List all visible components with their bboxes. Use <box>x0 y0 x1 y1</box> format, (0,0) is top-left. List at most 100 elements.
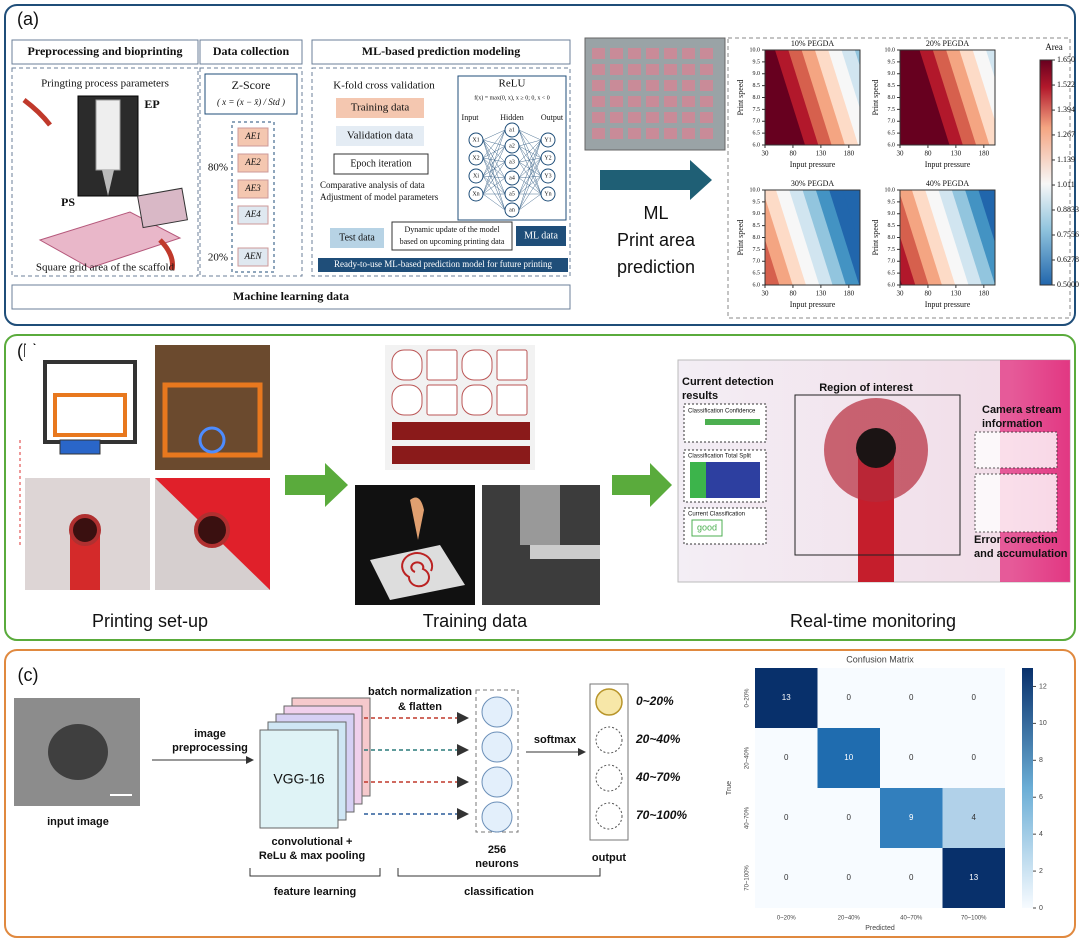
label: Test data <box>339 232 375 243</box>
output-frame <box>589 683 629 841</box>
section-frame <box>11 67 199 277</box>
nn-edge <box>482 129 506 159</box>
label: Camera stream <box>982 404 1062 416</box>
colorbar <box>1022 668 1033 908</box>
heatmap-cell <box>942 788 1005 848</box>
x-tick-label: 30 <box>897 290 905 298</box>
data-block <box>237 153 269 173</box>
output-node <box>595 688 623 716</box>
grid-square <box>682 96 695 107</box>
nozzle-render <box>520 485 560 545</box>
nn-edge <box>482 161 506 195</box>
x-tick-label: 20~40% <box>838 916 861 922</box>
nn-edge <box>518 175 542 211</box>
grid-square <box>682 64 695 75</box>
nn-node-label: a5 <box>509 191 515 197</box>
grid-square <box>628 128 641 139</box>
label: information <box>982 418 1043 430</box>
grid-square <box>700 96 713 107</box>
y-tick-label: 10.0 <box>885 187 896 193</box>
sample-tile <box>461 349 493 381</box>
cell-label: 4 <box>972 813 977 822</box>
label: VGG-16 <box>273 771 325 787</box>
plot-title: 40% PEGDA <box>926 179 970 188</box>
footer-box <box>11 284 571 310</box>
cell-label: 0 <box>909 873 914 882</box>
cell-label: 10 <box>844 753 853 762</box>
y-tick-label: 9.5 <box>888 59 896 65</box>
green-arrow <box>285 463 348 507</box>
colorbar-tick-label: 1.267 <box>1057 130 1075 139</box>
grid-square <box>628 80 641 91</box>
data-block <box>237 247 269 267</box>
colorbar-tick-label: 10 <box>1039 720 1047 727</box>
grid-square <box>700 64 713 75</box>
nn-node-label: a4 <box>509 175 515 181</box>
colorbar-tick-label: 0.7556 <box>1057 230 1079 239</box>
label: Pringting process parameters <box>41 78 169 90</box>
x-tick-label: 30 <box>897 150 905 158</box>
training-box <box>336 98 424 118</box>
sample-tile <box>391 349 423 381</box>
grid-square <box>664 112 677 123</box>
section-header-box <box>311 39 571 65</box>
validation-box <box>336 126 424 146</box>
cell-label: 0 <box>972 753 977 762</box>
heatmap-cell <box>942 668 1005 728</box>
colorbar-tick-label: 12 <box>1039 683 1047 690</box>
output-node <box>595 764 623 792</box>
split-bar <box>690 462 706 498</box>
label: Epoch iteration <box>350 158 411 169</box>
nn-edge <box>518 157 542 163</box>
y-tick-label: 8.0 <box>888 95 896 101</box>
nozzle-body <box>95 99 121 171</box>
label: output <box>592 852 627 864</box>
nn-edge <box>518 139 542 211</box>
label: softmax <box>534 734 577 746</box>
label: PS <box>61 195 75 209</box>
bracket <box>397 868 601 877</box>
nn-edge <box>518 129 542 159</box>
y-tick-label: 7.0 <box>753 119 761 125</box>
grid-square <box>592 128 605 139</box>
label: Output <box>541 113 564 122</box>
grid-square <box>646 80 659 91</box>
x-tick-label: 80 <box>924 290 932 298</box>
nozzle-tip <box>102 170 114 196</box>
label: Current Classification <box>688 512 745 518</box>
colorbar-tick-label: 1.139 <box>1057 155 1075 164</box>
nn-edge <box>518 145 542 195</box>
label: Validation data <box>347 130 413 142</box>
nn-edge <box>482 145 506 177</box>
label: and accumulation <box>974 548 1068 560</box>
y-axis-title: Print speed <box>736 220 745 256</box>
label: neurons <box>475 858 518 870</box>
contour-band <box>900 236 916 285</box>
render-plate <box>370 545 465 600</box>
nn-edge <box>518 161 542 177</box>
label: Training data <box>351 102 410 114</box>
nn-node-label: X1 <box>472 137 479 143</box>
label: based on upcoming printing data <box>400 237 505 246</box>
nn-edge <box>482 139 506 195</box>
label: Z-Score <box>232 78 271 92</box>
x-tick-label: 80 <box>924 150 932 158</box>
x-tick-label: 130 <box>816 150 827 158</box>
data-block-label: AE1 <box>244 131 261 141</box>
x-tick-label: 80 <box>789 290 797 298</box>
y-axis-title: True <box>726 781 733 795</box>
nn-edge <box>482 175 506 195</box>
cell-label: 0 <box>847 813 852 822</box>
contour-plot <box>900 50 995 145</box>
nn-edge <box>518 193 542 211</box>
section-header: ML-based prediction modeling <box>362 44 520 58</box>
ready-box <box>318 258 568 272</box>
plot-title: 20% PEGDA <box>926 39 970 48</box>
contour-plot <box>765 190 860 285</box>
red-arrow <box>22 98 52 127</box>
heatmap-cell <box>755 668 818 728</box>
data-block-label: AE3 <box>244 183 261 193</box>
nozzle-view <box>856 428 896 468</box>
split-bar <box>706 462 760 498</box>
